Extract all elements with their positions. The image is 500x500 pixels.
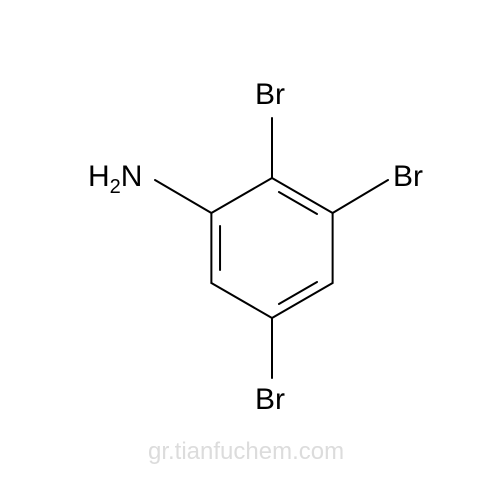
- amine-label: H2N: [88, 160, 142, 199]
- amine-N: N: [121, 160, 143, 193]
- structure-svg: [0, 0, 500, 500]
- bromine-label-right: Br: [393, 160, 423, 194]
- watermark-text: gr.tianfuchem.com: [148, 438, 344, 466]
- chemical-structure-diagram: H2N Br Br Br gr.tianfuchem.com: [0, 0, 500, 500]
- bromine-label-bottom: Br: [255, 383, 285, 417]
- amine-sub2: 2: [110, 176, 121, 198]
- amine-H: H: [88, 160, 110, 193]
- benzene-double-bonds: [220, 192, 317, 304]
- substituent-bonds: [155, 118, 388, 378]
- bromine-label-top: Br: [255, 78, 285, 112]
- benzene-hexagon: [211, 178, 332, 318]
